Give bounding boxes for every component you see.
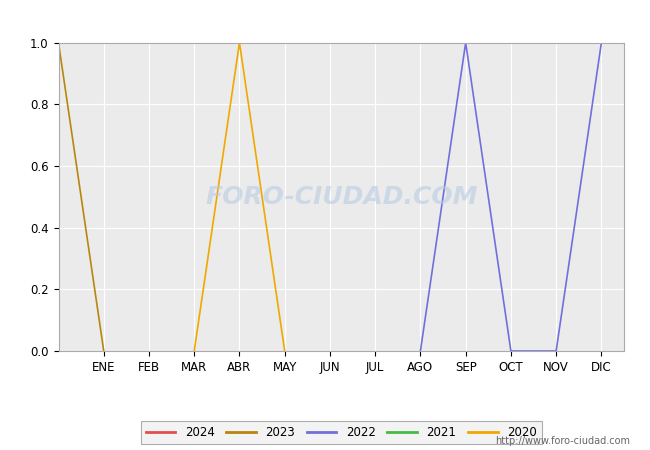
Legend: 2024, 2023, 2022, 2021, 2020: 2024, 2023, 2022, 2021, 2020 [141,421,541,444]
Text: http://www.foro-ciudad.com: http://www.foro-ciudad.com [495,436,630,446]
Text: FORO-CIUDAD.COM: FORO-CIUDAD.COM [205,185,478,209]
Text: Matriculaciones de Vehiculos en Navardún: Matriculaciones de Vehiculos en Navardún [149,10,501,28]
